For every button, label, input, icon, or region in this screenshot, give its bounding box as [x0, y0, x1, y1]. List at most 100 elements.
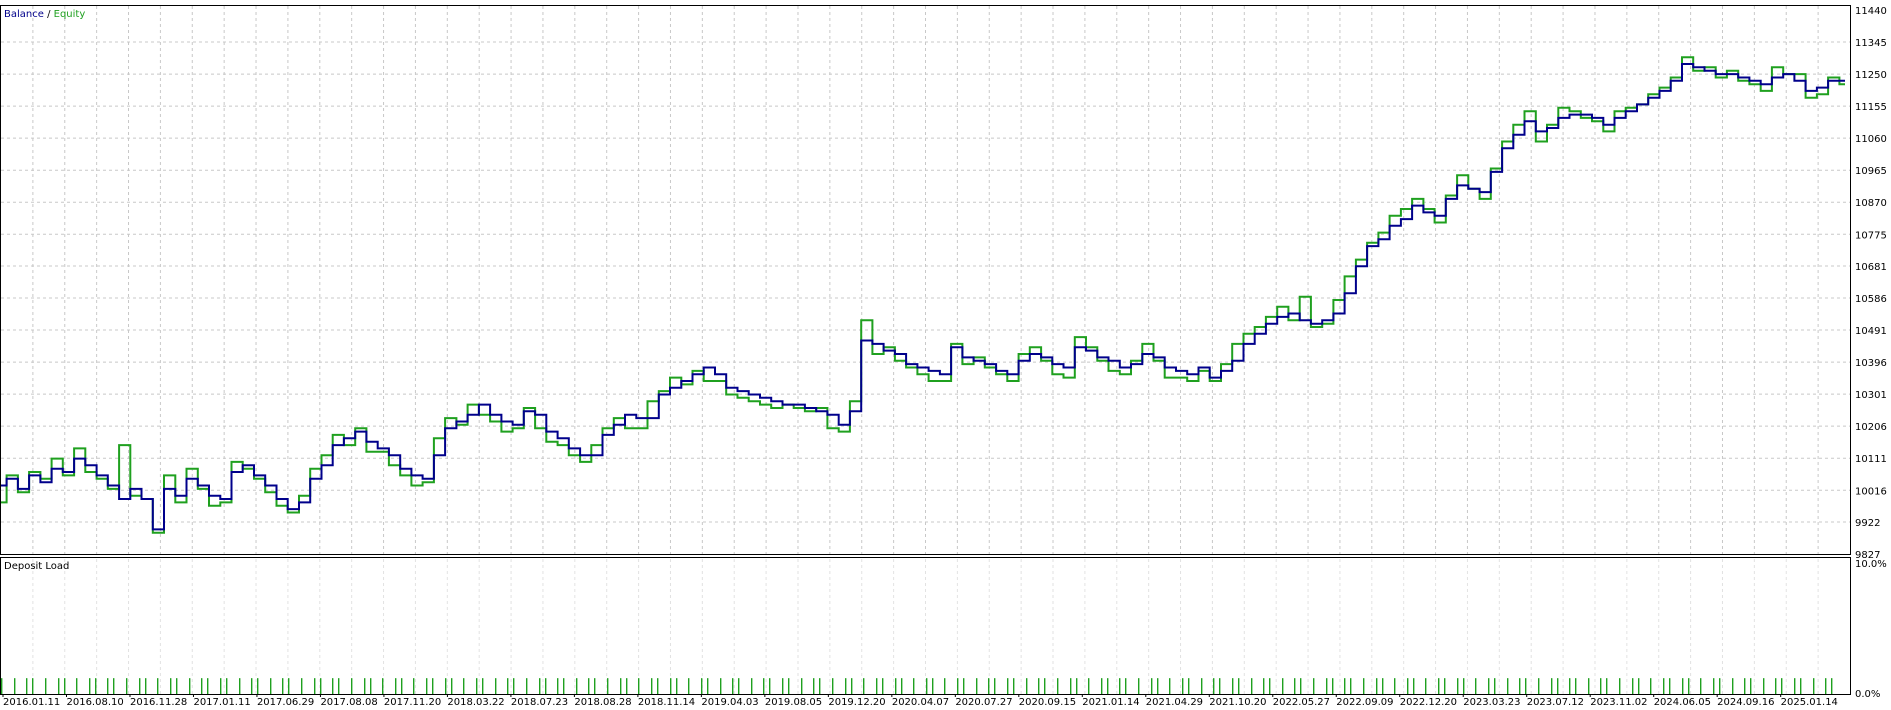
deposit-load-bar	[1151, 678, 1153, 694]
deposit-load-bar	[1088, 678, 1090, 694]
deposit-load-bar	[1407, 678, 1409, 694]
deposit-load-bar	[1107, 678, 1109, 694]
deposit-load-bar	[126, 678, 128, 694]
deposit-load-title: Deposit Load	[4, 561, 69, 572]
deposit-load-bar	[913, 678, 915, 694]
deposit-load-bar	[1663, 678, 1665, 694]
deposit-load-bar	[89, 678, 91, 694]
deposit-load-bar	[1425, 678, 1427, 694]
x-tick-label: 2017.06.29	[257, 697, 314, 708]
deposit-load-bar	[1744, 678, 1746, 694]
deposit-load-bar	[32, 678, 34, 694]
deposit-load-bar	[588, 678, 590, 694]
deposit-load-bar	[1169, 678, 1171, 694]
y-tick-label: 11440	[1855, 6, 1887, 17]
deposit-load-bar	[432, 678, 434, 694]
deposit-load-bar	[401, 678, 403, 694]
equity-line	[1, 56, 1845, 534]
deposit-load-bar	[701, 678, 703, 694]
deposit-load-bar	[113, 678, 115, 694]
deposit-load-bar	[1700, 678, 1702, 694]
deposit-load-bar	[45, 678, 47, 694]
legend-equity: Equity	[54, 9, 86, 20]
deposit-load-bar	[1519, 678, 1521, 694]
deposit-load-bar	[1750, 678, 1752, 694]
deposit-load-bar	[1781, 678, 1783, 694]
deposit-load-bar	[451, 678, 453, 694]
x-tick-label: 2019.12.20	[828, 697, 885, 708]
x-tick-label: 2021.04.29	[1146, 697, 1203, 708]
deposit-load-bar	[845, 678, 847, 694]
deposit-load-bar	[1070, 678, 1072, 694]
deposit-load-bar	[751, 678, 753, 694]
deposit-load-bar	[1606, 678, 1608, 694]
y-tick-label: 10681	[1855, 262, 1887, 273]
x-tick-label: 2021.10.20	[1209, 697, 1266, 708]
deposit-load-bar	[1569, 678, 1571, 694]
deposit-load-bar	[207, 678, 209, 694]
x-tick-label: 2016.08.10	[66, 697, 123, 708]
deposit-load-bar	[626, 678, 628, 694]
y-tick-label: 10396	[1855, 358, 1887, 369]
deposit-load-bar	[1732, 678, 1734, 694]
deposit-load-bar	[1013, 678, 1015, 694]
deposit-load-bar	[1213, 678, 1215, 694]
deposit-load-bar	[495, 678, 497, 694]
deposit-load-bar	[1800, 678, 1802, 694]
deposit-load-bar	[513, 678, 515, 694]
x-tick-label: 2017.01.11	[193, 697, 250, 708]
deposit-load-max-label: 10.0%	[1855, 559, 1887, 570]
deposit-load-bar	[1638, 678, 1640, 694]
y-tick-label: 10775	[1855, 230, 1887, 241]
deposit-load-bar	[1044, 678, 1046, 694]
deposit-load-bar	[676, 678, 678, 694]
deposit-load-bar	[763, 678, 765, 694]
deposit-load-bar	[1713, 678, 1715, 694]
x-tick-label: 2020.04.07	[892, 697, 949, 708]
deposit-load-bar	[64, 678, 66, 694]
deposit-load-bar	[1619, 678, 1621, 694]
deposit-load-bar	[1238, 678, 1240, 694]
y-tick-label: 10965	[1855, 166, 1887, 177]
y-tick-label: 11155	[1855, 102, 1887, 113]
x-tick-label: 2022.09.09	[1336, 697, 1393, 708]
y-tick-label: 10586	[1855, 294, 1887, 305]
deposit-load-bar	[926, 678, 928, 694]
deposit-load-bar	[107, 678, 109, 694]
deposit-load-bar	[1719, 678, 1721, 694]
deposit-load-bar	[1575, 678, 1577, 694]
deposit-load-bar	[1831, 678, 1833, 694]
deposit-load-bar	[732, 678, 734, 694]
deposit-load-bar	[395, 678, 397, 694]
deposit-load-bar	[1294, 678, 1296, 694]
deposit-load-bar	[1475, 678, 1477, 694]
deposit-load-bar	[620, 678, 622, 694]
x-tick-label: 2017.08.08	[320, 697, 377, 708]
deposit-load-bar	[282, 678, 284, 694]
deposit-load-bar	[1376, 678, 1378, 694]
deposit-load-bar	[994, 678, 996, 694]
deposit-load-bar	[1538, 678, 1540, 694]
deposit-load-bar	[157, 678, 159, 694]
deposit-load-bar	[288, 678, 290, 694]
deposit-load-bar	[769, 678, 771, 694]
x-tick-label: 2016.01.11	[3, 697, 60, 708]
deposit-load-bar	[813, 678, 815, 694]
deposit-load-bar	[1507, 678, 1509, 694]
deposit-load-bar	[1457, 678, 1459, 694]
balance-panel-grid	[1, 6, 1850, 554]
deposit-load-bar	[788, 678, 790, 694]
deposit-load-bar	[707, 678, 709, 694]
deposit-load-bar	[1026, 678, 1028, 694]
deposit-load-bar	[651, 678, 653, 694]
deposit-load-bar	[1350, 678, 1352, 694]
deposit-load-bar	[670, 678, 672, 694]
deposit-load-bar	[1057, 678, 1059, 694]
deposit-load-bar	[1007, 678, 1009, 694]
deposit-load-bar	[251, 678, 253, 694]
y-tick-label: 10870	[1855, 198, 1887, 209]
deposit-load-bar	[1326, 678, 1328, 694]
deposit-load-bar	[876, 678, 878, 694]
deposit-load-bar	[1269, 678, 1271, 694]
deposit-load-bar	[1682, 678, 1684, 694]
